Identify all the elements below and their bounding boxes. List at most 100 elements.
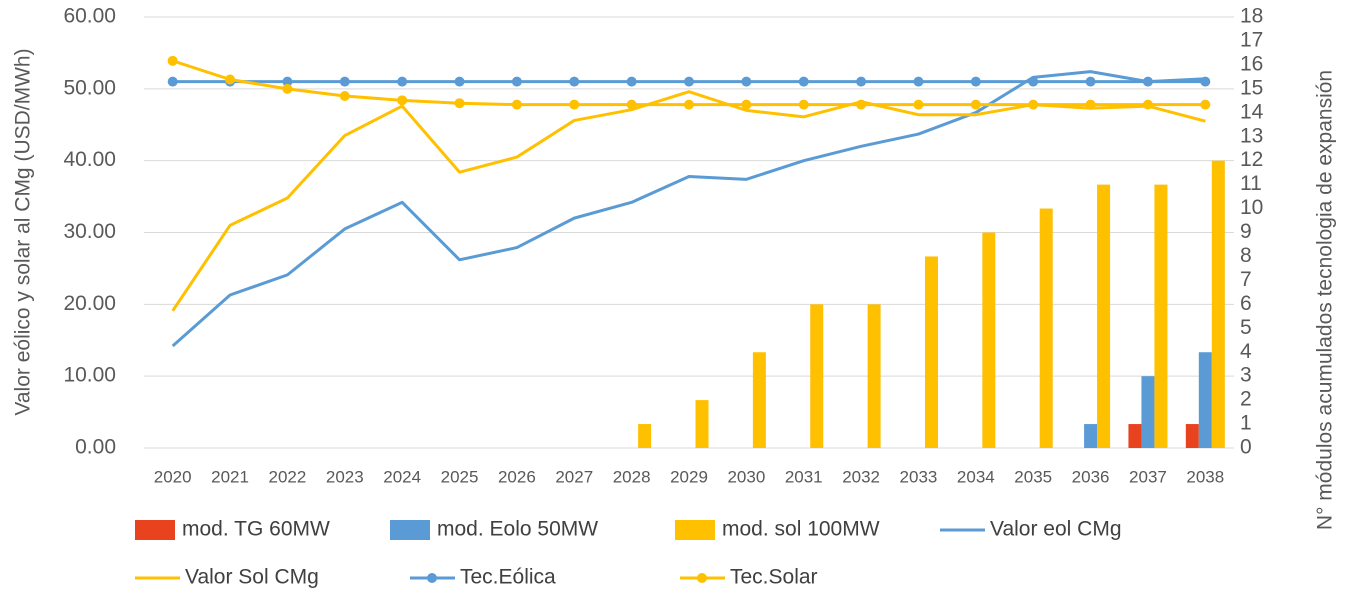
x-tick-label: 2038 [1186,467,1224,486]
marker [626,76,637,87]
y-tick-label: 30.00 [63,220,116,243]
y2-tick-label: 8 [1240,244,1252,267]
marker [339,91,350,102]
marker [913,99,924,110]
marker [856,99,867,110]
bar [1211,160,1225,448]
legend-label: mod. Eolo 50MW [437,518,598,541]
legend-swatch [390,520,430,540]
y-tick-label: 0.00 [75,436,116,459]
y2-tick-label: 14 [1240,100,1264,123]
marker [511,99,522,110]
marker [397,95,408,106]
marker [1085,99,1096,110]
y2-tick-label: 0 [1240,436,1252,459]
y2-tick-label: 3 [1240,364,1252,387]
x-tick-label: 2021 [211,467,249,486]
bar [695,400,709,448]
x-tick-label: 2020 [154,467,192,486]
bar [924,256,938,448]
x-tick-label: 2025 [441,467,479,486]
bar [1039,208,1053,448]
bar [1198,352,1212,448]
legend-marker [427,573,437,583]
x-tick-label: 2023 [326,467,364,486]
legend-label: Tec.Solar [730,566,818,589]
marker [1085,76,1096,87]
x-tick-label: 2034 [957,467,995,486]
x-tick-label: 2037 [1129,467,1167,486]
x-tick-label: 2031 [785,467,823,486]
x-tick-label: 2032 [842,467,880,486]
y2-tick-label: 6 [1240,292,1252,315]
y2-tick-label: 12 [1240,148,1263,171]
marker [225,74,236,85]
marker [339,76,350,87]
x-tick-label: 2033 [900,467,938,486]
y2-axis-title: N° módulos acumulados tecnologia de expa… [1314,70,1337,530]
bar [1154,184,1168,448]
marker [454,76,465,87]
bar [1128,424,1142,448]
y2-tick-label: 2 [1240,388,1252,411]
marker [569,76,580,87]
marker [282,83,293,94]
x-tick-label: 2027 [555,467,593,486]
y2-tick-label: 13 [1240,124,1263,147]
y2-tick-label: 17 [1240,28,1263,51]
bar [1185,424,1199,448]
x-tick-label: 2026 [498,467,536,486]
marker [1028,76,1039,87]
x-tick-label: 2022 [269,467,307,486]
y-tick-label: 10.00 [63,364,116,387]
marker [569,99,580,110]
marker [684,76,694,87]
legend-label: Valor Sol CMg [185,566,319,589]
y-tick-label: 40.00 [63,148,116,171]
legend-label: Valor eol CMg [990,518,1122,541]
marker [1142,99,1153,110]
marker [856,76,867,87]
y2-tick-label: 16 [1240,52,1263,75]
y2-tick-label: 15 [1240,76,1263,99]
bar [1141,376,1155,448]
marker [913,76,924,87]
marker [741,99,752,110]
y2-tick-label: 11 [1240,172,1262,195]
marker [798,99,809,110]
marker [1200,99,1211,110]
y-axis-title: Valor eólico y solar al CMg (USD/MWh) [12,48,35,415]
y2-tick-label: 7 [1240,268,1252,291]
x-tick-label: 2024 [383,467,421,486]
bar [1084,424,1098,448]
y2-tick-label: 1 [1240,412,1252,435]
y-tick-label: 60.00 [63,5,116,28]
x-tick-label: 2028 [613,467,651,486]
bar [982,232,996,448]
marker [798,76,809,87]
bar [638,424,652,448]
legend-label: Tec.Eólica [460,566,556,589]
marker [1028,99,1039,110]
bar [810,304,824,448]
marker [167,55,178,66]
legend-label: mod. sol 100MW [722,518,880,541]
marker [741,76,752,87]
marker [454,98,465,109]
marker [970,99,981,110]
marker [511,76,522,87]
x-tick-label: 2029 [670,467,708,486]
x-tick-label: 2036 [1072,467,1110,486]
bar [1097,184,1111,448]
marker [970,76,981,87]
marker [167,76,178,87]
legend-marker [697,573,707,583]
marker [397,76,408,87]
bar [867,304,881,448]
marker [1200,76,1211,87]
marker [684,99,694,110]
y2-tick-label: 10 [1240,196,1263,219]
legend-swatch [135,520,175,540]
y-tick-label: 20.00 [63,292,116,315]
